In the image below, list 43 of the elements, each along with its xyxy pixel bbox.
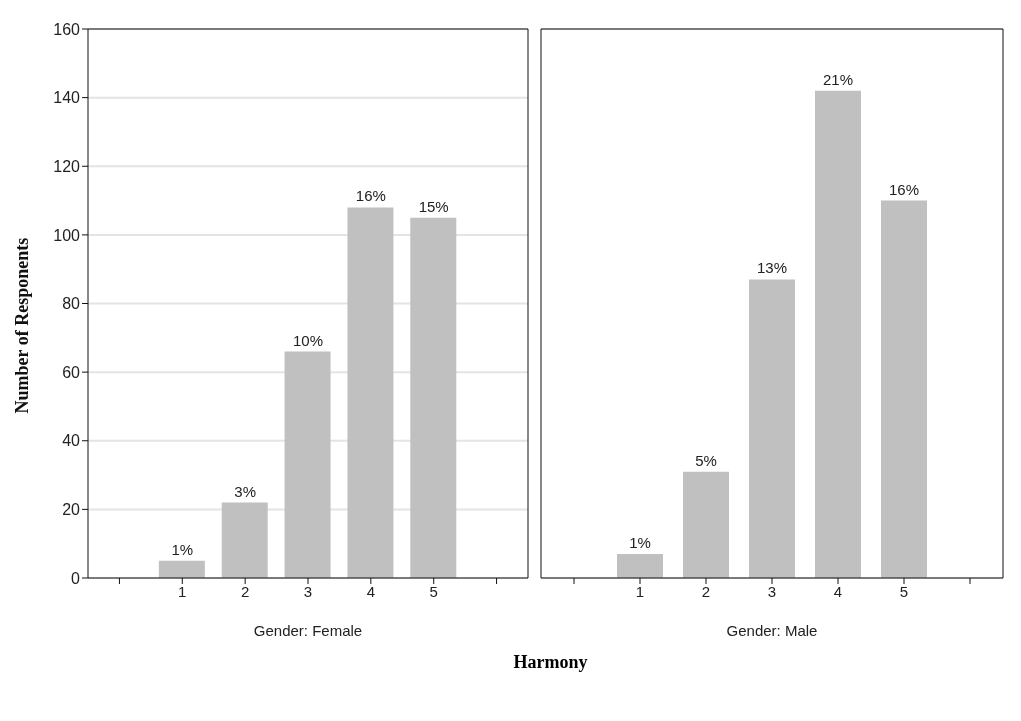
bar xyxy=(347,207,394,578)
x-tick-label: 1 xyxy=(635,582,645,600)
x-tick-label: 2 xyxy=(240,582,250,600)
y-tick-label: 20 xyxy=(62,501,81,519)
y-tick-label: 140 xyxy=(53,89,81,107)
y-tick-label: 100 xyxy=(53,226,81,244)
annotation: 1% xyxy=(629,533,651,551)
x-tick-label: 1 xyxy=(178,582,187,600)
bar xyxy=(284,351,331,578)
x-tick-label: 3 xyxy=(303,582,313,600)
bar xyxy=(815,90,861,578)
x-tick-label: 3 xyxy=(767,582,777,600)
bar xyxy=(221,502,268,578)
y-tick-label: 120 xyxy=(53,157,81,175)
x-tick-label: 4 xyxy=(833,582,843,600)
y-tick-label: 60 xyxy=(62,363,81,381)
x-tick-label: 4 xyxy=(366,582,376,600)
annotation: 21% xyxy=(822,70,854,88)
annotation: 13% xyxy=(756,259,788,277)
annotation: 16% xyxy=(355,187,386,205)
annotation: 16% xyxy=(888,180,920,198)
annotation: 10% xyxy=(292,331,324,349)
bar xyxy=(158,560,205,578)
annotation: 5% xyxy=(695,451,717,469)
bar xyxy=(683,471,729,578)
y-tick-label: 160 xyxy=(53,20,81,38)
bar xyxy=(881,200,927,578)
y-tick-label: 40 xyxy=(62,432,81,450)
y-axis-title: Number of Responents xyxy=(12,237,33,414)
text: Harmony xyxy=(512,652,589,673)
y-tick-label: 0 xyxy=(71,569,81,587)
x-axis-title: Gender: Male xyxy=(726,622,818,639)
y-tick-label: 80 xyxy=(62,295,81,313)
annotation: 3% xyxy=(234,482,256,500)
x-tick-label: 5 xyxy=(429,582,438,600)
x-tick-label: 5 xyxy=(899,582,909,600)
x-tick-label: 2 xyxy=(701,582,711,600)
bar xyxy=(410,217,457,578)
x-axis-title: Gender: Female xyxy=(253,622,363,639)
annotation: 1% xyxy=(171,540,194,558)
bar xyxy=(617,553,663,578)
bar xyxy=(749,279,795,578)
annotation: 15% xyxy=(418,197,449,215)
